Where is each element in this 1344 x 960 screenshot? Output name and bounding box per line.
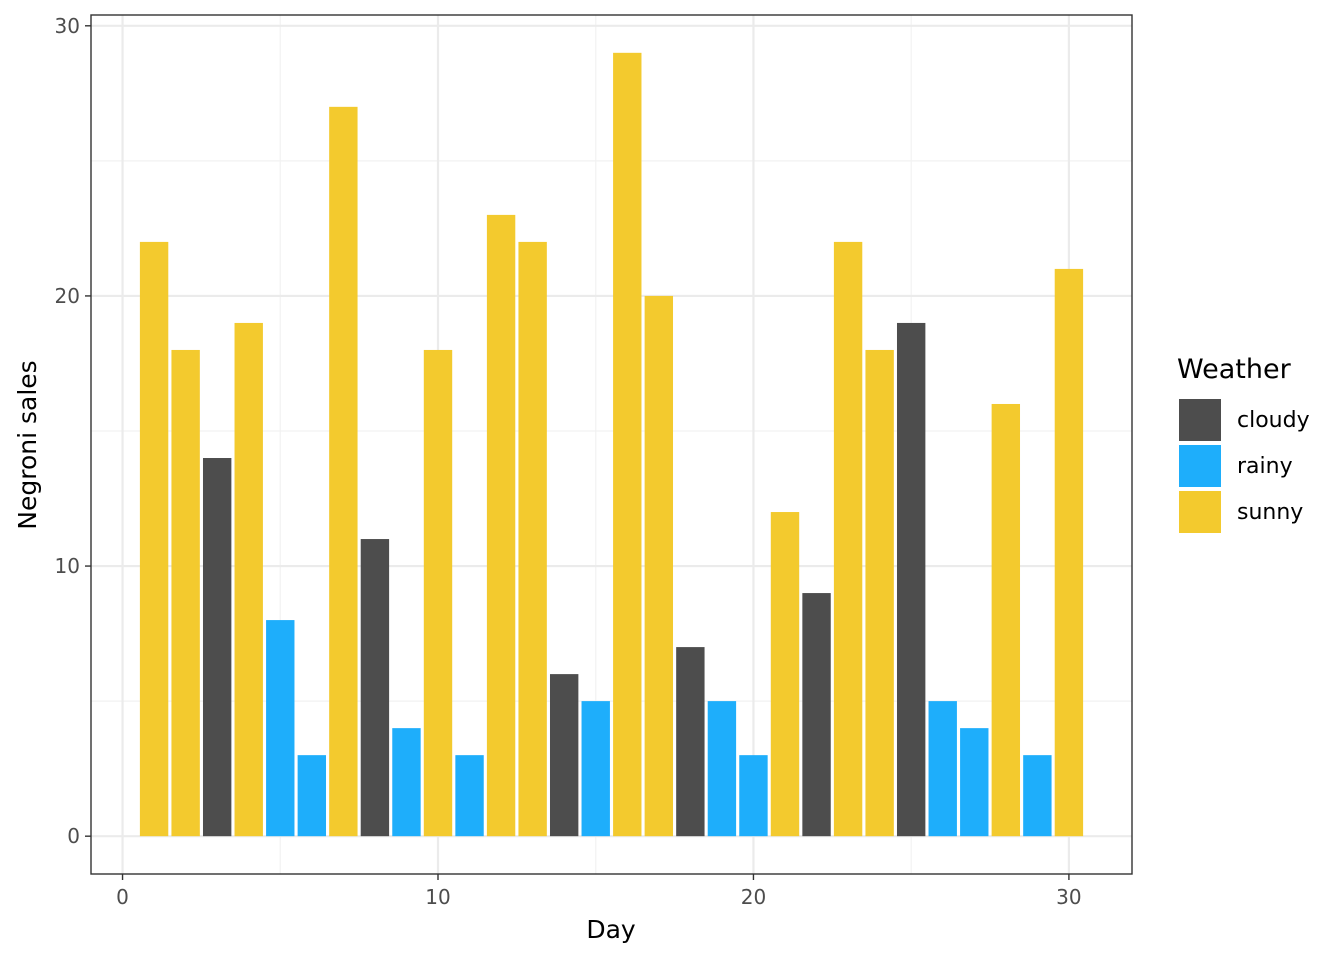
legend-key-rainy	[1179, 445, 1221, 487]
x-tick-label: 10	[425, 885, 450, 909]
bar-day-2	[171, 349, 200, 837]
y-tick-label: 20	[55, 284, 80, 308]
bar-day-6	[297, 755, 327, 837]
bar-day-26	[928, 701, 957, 837]
y-axis-title: Negroni sales	[13, 360, 42, 529]
bar-day-7	[329, 106, 358, 837]
x-tick-label: 20	[741, 885, 766, 909]
bar-day-16	[613, 52, 642, 837]
legend-key-cloudy	[1179, 399, 1221, 441]
bar-day-29	[1023, 755, 1052, 837]
bar-day-10	[423, 349, 453, 837]
bar-day-1	[139, 241, 169, 837]
bar-day-8	[360, 539, 390, 837]
bar-day-20	[739, 755, 768, 837]
bar-day-25	[896, 322, 926, 837]
bar-day-24	[865, 349, 894, 837]
legend-label-cloudy: cloudy	[1237, 408, 1310, 433]
bar-day-27	[960, 728, 989, 837]
x-tick-label: 0	[116, 885, 129, 909]
bar-day-30	[1054, 268, 1084, 837]
legend-label-rainy: rainy	[1237, 454, 1293, 479]
bar-day-17	[644, 295, 674, 837]
bar-day-21	[770, 512, 800, 837]
bar-day-22	[802, 593, 831, 837]
bar-day-23	[833, 241, 863, 837]
bar-day-4	[234, 322, 263, 837]
bar-day-5	[266, 620, 295, 837]
bar-day-13	[518, 241, 547, 837]
legend-title: Weather	[1177, 354, 1292, 385]
y-tick-label: 10	[55, 554, 80, 578]
bar-day-28	[991, 403, 1021, 837]
y-tick-label: 0	[67, 824, 80, 848]
x-tick-label: 30	[1056, 885, 1081, 909]
panel-border	[90, 14, 1133, 875]
axes: 0 10 20 30 0 10 20 30	[55, 14, 1082, 909]
y-tick-label: 30	[55, 14, 80, 38]
bar-day-19	[707, 701, 737, 837]
legend-label-sunny: sunny	[1237, 500, 1303, 525]
bar-day-9	[392, 728, 421, 837]
bar-day-3	[202, 458, 232, 837]
x-axis-title: Day	[586, 915, 636, 944]
bar-day-15	[581, 701, 610, 837]
legend-key-sunny	[1179, 491, 1221, 533]
legend: Weather cloudy rainy sunny	[1177, 354, 1310, 533]
bar-day-11	[455, 755, 484, 837]
bar-day-14	[549, 674, 579, 837]
bar-day-12	[486, 214, 516, 837]
bar-day-18	[676, 647, 705, 837]
bars	[139, 52, 1084, 837]
